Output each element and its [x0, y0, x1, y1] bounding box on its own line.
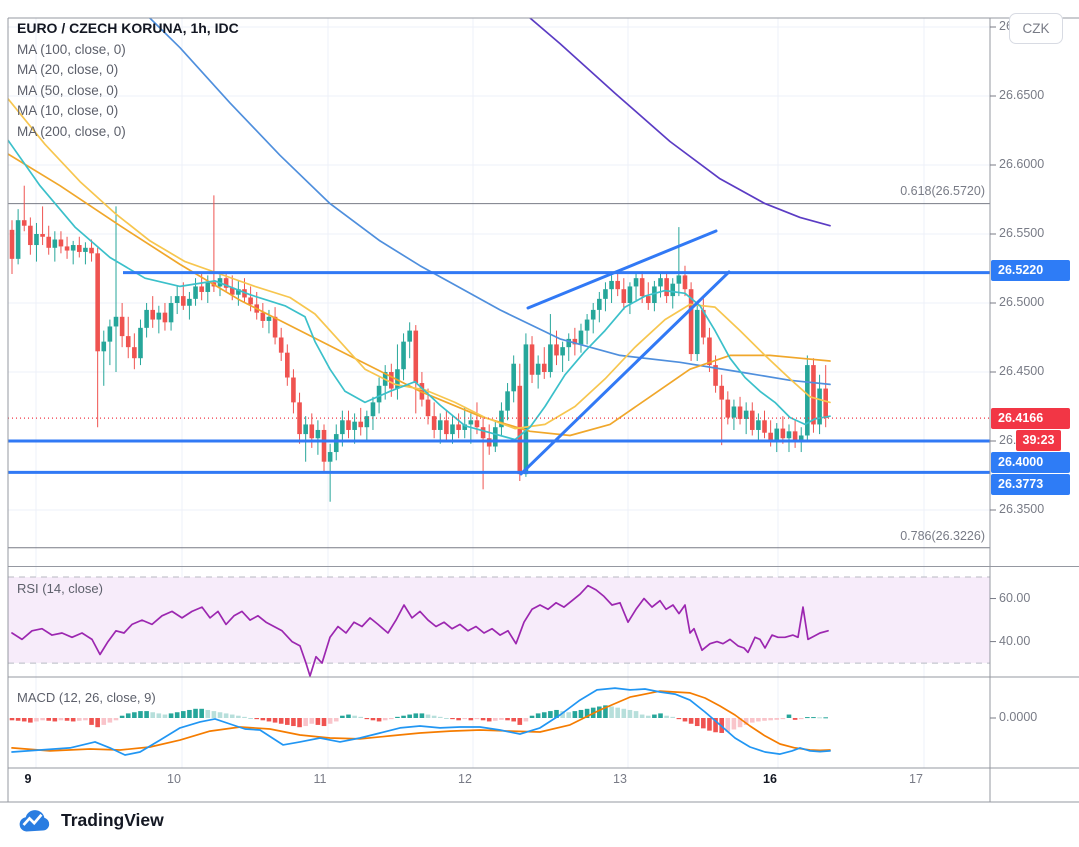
rsi-pane-label: RSI (14, close) [17, 581, 103, 596]
time-tick: 17 [909, 772, 923, 786]
fib-level-0786-label: 0.786(26.3226) [900, 529, 985, 543]
ma-legend-item: MA (50, close, 0) [17, 82, 119, 98]
rsi-tick: 60.00 [999, 590, 1031, 605]
time-tick: 11 [313, 772, 327, 786]
macd-pane-label: MACD (12, 26, close, 9) [17, 690, 156, 705]
price-tick: 26.3500 [999, 502, 1045, 516]
symbol-title: EURO / CZECH KORUNA, 1h, IDC [17, 20, 239, 36]
time-tick: 16 [763, 772, 777, 786]
price-tick: 26.5000 [999, 295, 1045, 309]
tradingview-logo[interactable]: TradingView [16, 807, 164, 834]
price-line-label: 26.3773 [991, 473, 1070, 495]
currency-toggle-button[interactable]: CZK [1009, 13, 1063, 44]
ma-legend-item: MA (100, close, 0) [17, 42, 126, 57]
price-line-label: 26.4000 [991, 451, 1070, 473]
time-tick: 10 [167, 772, 181, 786]
time-tick: 13 [613, 772, 627, 786]
macd-tick: 0.0000 [999, 710, 1038, 724]
fib-level-0618-label: 0.618(26.5720) [900, 184, 985, 198]
price-tick: 26.6000 [999, 157, 1045, 171]
tradingview-logo-text: TradingView [61, 810, 164, 830]
price-tick: 26.4500 [999, 364, 1045, 378]
ma-legend-item: MA (200, close, 0) [17, 123, 126, 139]
time-tick: 12 [458, 772, 472, 786]
rsi-tick: 40.00 [999, 633, 1031, 648]
ma-legend-item: MA (20, close, 0) [17, 62, 119, 78]
price-tick: 26.6500 [999, 88, 1045, 102]
price-line-label: 26.4166 [991, 407, 1070, 429]
price-tick: 26.5500 [999, 226, 1045, 240]
tradingview-cloud-icon [19, 810, 50, 832]
time-tick: 9 [24, 772, 32, 786]
bar-countdown-badge: 39:23 [1016, 429, 1061, 451]
price-line-label: 26.5220 [991, 259, 1070, 281]
ma-legend-item: MA (10, close, 0) [17, 103, 119, 119]
